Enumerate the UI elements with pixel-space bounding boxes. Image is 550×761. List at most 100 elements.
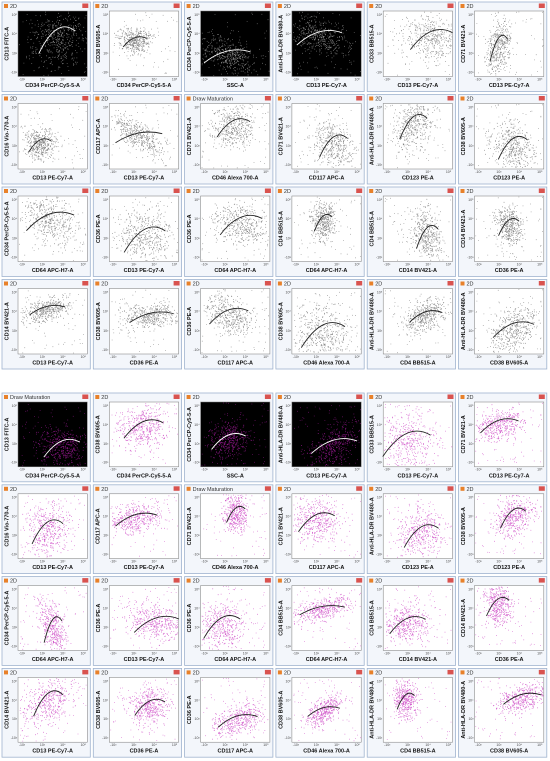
close-button[interactable] [82,486,89,491]
plot-window[interactable]: 2D -10³-10³ 10³ 10³ 10⁴ 10⁴ 10⁵ 10⁵ CD13 PE-Cy7-… [1,668,91,758]
plot-window[interactable]: 2D -10³-10³ 10³ 10³ 10⁴ 10⁴ 10⁵ 10⁵ CD4 BB515-A A… [366,668,456,758]
close-button[interactable] [538,486,545,491]
y-tick-label: -10³ [467,163,474,167]
plot-window[interactable]: 2D -10³-10³ 10³ 10³ 10⁴ 10⁴ 10⁵ 10⁵ CD117 APC-A C… [184,668,274,758]
close-button[interactable] [264,188,271,194]
close-button[interactable] [173,669,180,675]
plot-window[interactable]: 2D -10³-10³ 10³ 10³ 10⁴ 10⁴ 10⁵ 10⁵ CD38 BV605-A… [458,279,548,370]
close-button[interactable] [538,188,545,194]
close-button[interactable] [447,394,454,400]
close-button[interactable] [447,281,454,286]
close-button[interactable] [173,96,180,101]
plot-window[interactable]: 2D -10³-10³ 10³ 10³ 10⁴ 10⁴ 10⁵ 10⁵ CD36 PE-A CD3… [92,279,183,370]
close-button[interactable] [173,578,180,583]
plot-window[interactable]: 2D -10³-10³ 10³ 10³ 10⁴ 10⁴ 10⁵ 10⁵ CD64 APC-H7-… [184,186,274,277]
close-button[interactable] [538,578,545,583]
plot-window[interactable]: 2D -10³-10³ 10³ 10³ 10⁴ 10⁴ 10⁵ 10⁵ CD64 APC-H7-… [184,576,274,666]
plot-window[interactable]: 2D -10³-10³ 10³ 10³ 10⁴ 10⁴ 10⁵ 10⁵ CD4 BB515-A A… [366,279,456,370]
plot-window[interactable]: 2D -10³-10³ 10³ 10³ 10⁴ 10⁴ 10⁵ 10⁵ CD13 PE-Cy7-… [275,1,365,92]
plot-window[interactable]: 2D -10³-10³ 10³ 10³ 10⁴ 10⁴ 10⁵ 10⁵ CD64 APC-H7-… [1,186,91,277]
close-button[interactable] [356,3,363,9]
plot-window[interactable]: 2D -10³-10³ 10³ 10³ 10⁴ 10⁴ 10⁵ 10⁵ CD64 APC-H7-… [275,576,365,666]
plot-window[interactable]: 2D -10³-10³ 10³ 10³ 10⁴ 10⁴ 10⁵ 10⁵ CD46 Alexa 7… [275,279,365,370]
maturation-curve [492,321,535,338]
close-button[interactable] [173,394,180,400]
plot-window[interactable]: 2D -10³-10³ 10³ 10³ 10⁴ 10⁴ 10⁵ 10⁵ CD14 BV421-A… [366,576,456,666]
plot-window[interactable]: 2D -10³-10³ 10³ 10³ 10⁴ 10⁴ 10⁵ 10⁵ CD117 APC-A C… [184,279,274,370]
close-button[interactable] [82,96,89,101]
plot-window[interactable]: 2D -10³-10³ 10³ 10³ 10⁴ 10⁴ 10⁵ 10⁵ CD13 PE-Cy7-… [1,279,91,370]
close-button[interactable] [82,578,89,583]
close-button[interactable] [447,188,454,194]
plot-window[interactable]: 2D -10³-10³ 10³ 10³ 10⁴ 10⁴ 10⁵ 10⁵ CD13 PE-Cy7-… [366,1,456,92]
plot-window[interactable]: 2D -10³-10³ 10³ 10³ 10⁴ 10⁴ 10⁵ 10⁵ CD13 PE-Cy7-… [275,392,365,483]
close-button[interactable] [447,96,454,101]
plot-window[interactable]: 2D -10³-10³ 10³ 10³ 10⁴ 10⁴ 10⁵ 10⁵ CD13 PE-Cy7-… [458,1,548,92]
close-button[interactable] [447,578,454,583]
plot-window[interactable]: 2D -10³-10³ 10³ 10³ 10⁴ 10⁴ 10⁵ 10⁵ CD36 PE-A CD3… [92,668,183,758]
plot-window[interactable]: 2D -10³-10³ 10³ 10³ 10⁴ 10⁴ 10⁵ 10⁵ CD123 PE-A An… [366,94,456,185]
close-button[interactable] [447,669,454,675]
plot-window[interactable]: 2D -10³-10³ 10³ 10³ 10⁴ 10⁴ 10⁵ 10⁵ SSC-A CD34 Pe… [184,1,274,92]
plot-window[interactable]: 2D -10³-10³ 10³ 10³ 10⁴ 10⁴ 10⁵ 10⁵ CD13 PE-Cy7-… [1,484,91,574]
plot-window[interactable]: 2D -10³-10³ 10³ 10³ 10⁴ 10⁴ 10⁵ 10⁵ CD117 APC-A C… [275,94,365,185]
plot-window[interactable]: 2D -10³-10³ 10³ 10³ 10⁴ 10⁴ 10⁵ 10⁵ CD13 PE-Cy7-… [92,576,183,666]
close-button[interactable] [264,281,271,286]
plot-window[interactable]: 2D -10³-10³ 10³ 10³ 10⁴ 10⁴ 10⁵ 10⁵ CD64 APC-H7-… [1,576,91,666]
close-button[interactable] [264,669,271,675]
close-button[interactable] [264,578,271,583]
close-button[interactable] [356,394,363,400]
close-button[interactable] [447,3,454,9]
plot-window[interactable]: 2D -10³-10³ 10³ 10³ 10⁴ 10⁴ 10⁵ 10⁵ CD36 PE-A CD1… [458,186,548,277]
close-button[interactable] [356,188,363,194]
x-tick-label: 10³ [496,743,502,747]
close-button[interactable] [356,669,363,675]
close-button[interactable] [447,486,454,491]
close-button[interactable] [82,394,89,400]
close-button[interactable] [173,3,180,9]
plot-window[interactable]: 2D -10³-10³ 10³ 10³ 10⁴ 10⁴ 10⁵ 10⁵ CD13 PE-Cy7-… [458,392,548,483]
plot-window[interactable]: Draw Maturation -10³-10³ 10³ 10³ 10⁴ 10⁴ 10⁵ 10… [184,484,274,574]
plot-window[interactable]: 2D -10³-10³ 10³ 10³ 10⁴ 10⁴ 10⁵ 10⁵ CD123 PE-A CD… [458,94,548,185]
plot-window[interactable]: Draw Maturation -10³-10³ 10³ 10³ 10⁴ 10⁴ 10⁵ 10… [184,94,274,185]
close-button[interactable] [82,188,89,194]
plot-window[interactable]: 2D -10³-10³ 10³ 10³ 10⁴ 10⁴ 10⁵ 10⁵ CD36 PE-A CD1… [458,576,548,666]
plot-window[interactable]: 2D -10³-10³ 10³ 10³ 10⁴ 10⁴ 10⁵ 10⁵ CD13 PE-Cy7-… [92,484,183,574]
plot-window[interactable]: 2D -10³-10³ 10³ 10³ 10⁴ 10⁴ 10⁵ 10⁵ CD123 PE-A An… [366,484,456,574]
plot-window[interactable]: 2D -10³-10³ 10³ 10³ 10⁴ 10⁴ 10⁵ 10⁵ CD117 APC-A C… [275,484,365,574]
close-button[interactable] [82,281,89,286]
plot-window[interactable]: 2D -10³-10³ 10³ 10³ 10⁴ 10⁴ 10⁵ 10⁵ CD123 PE-A CD… [458,484,548,574]
close-button[interactable] [538,96,545,101]
close-button[interactable] [82,669,89,675]
close-button[interactable] [538,281,545,286]
close-button[interactable] [356,96,363,101]
close-button[interactable] [356,486,363,491]
plot-window[interactable]: Draw Maturation -10³-10³ 10³ 10³ 10⁴ 10⁴ 10⁵ 10… [1,392,91,483]
close-button[interactable] [538,3,545,9]
x-tick-label: 10⁵ [537,651,543,655]
plot-window[interactable]: 2D -10³-10³ 10³ 10³ 10⁴ 10⁴ 10⁵ 10⁵ CD14 BV421-A… [366,186,456,277]
plot-window[interactable]: 2D -10³-10³ 10³ 10³ 10⁴ 10⁴ 10⁵ 10⁵ CD13 PE-Cy7-… [1,94,91,185]
close-button[interactable] [264,3,271,9]
plot-window[interactable]: 2D -10³-10³ 10³ 10³ 10⁴ 10⁴ 10⁵ 10⁵ CD13 PE-Cy7-… [92,94,183,185]
close-button[interactable] [538,394,545,400]
close-button[interactable] [356,578,363,583]
close-button[interactable] [264,394,271,400]
close-button[interactable] [173,486,180,491]
close-button[interactable] [264,96,271,101]
close-button[interactable] [173,188,180,194]
plot-window[interactable]: 2D -10³-10³ 10³ 10³ 10⁴ 10⁴ 10⁵ 10⁵ CD46 Alexa 7… [275,668,365,758]
plot-window[interactable]: 2D -10³-10³ 10³ 10³ 10⁴ 10⁴ 10⁵ 10⁵ SSC-A CD34 Pe… [184,392,274,483]
close-button[interactable] [82,3,89,9]
close-button[interactable] [173,281,180,286]
plot-window[interactable]: 2D -10³-10³ 10³ 10³ 10⁴ 10⁴ 10⁵ 10⁵ CD38 BV605-A… [458,668,548,758]
close-button[interactable] [356,281,363,286]
close-button[interactable] [264,486,271,491]
plot-window[interactable]: 2D -10³-10³ 10³ 10³ 10⁴ 10⁴ 10⁵ 10⁵ CD13 PE-Cy7-… [366,392,456,483]
plot-window[interactable]: 2D -10³-10³ 10³ 10³ 10⁴ 10⁴ 10⁵ 10⁵ CD64 APC-H7-… [275,186,365,277]
close-button[interactable] [538,669,545,675]
plot-window[interactable]: 2D -10³-10³ 10³ 10³ 10⁴ 10⁴ 10⁵ 10⁵ CD13 PE-Cy7-… [92,186,183,277]
